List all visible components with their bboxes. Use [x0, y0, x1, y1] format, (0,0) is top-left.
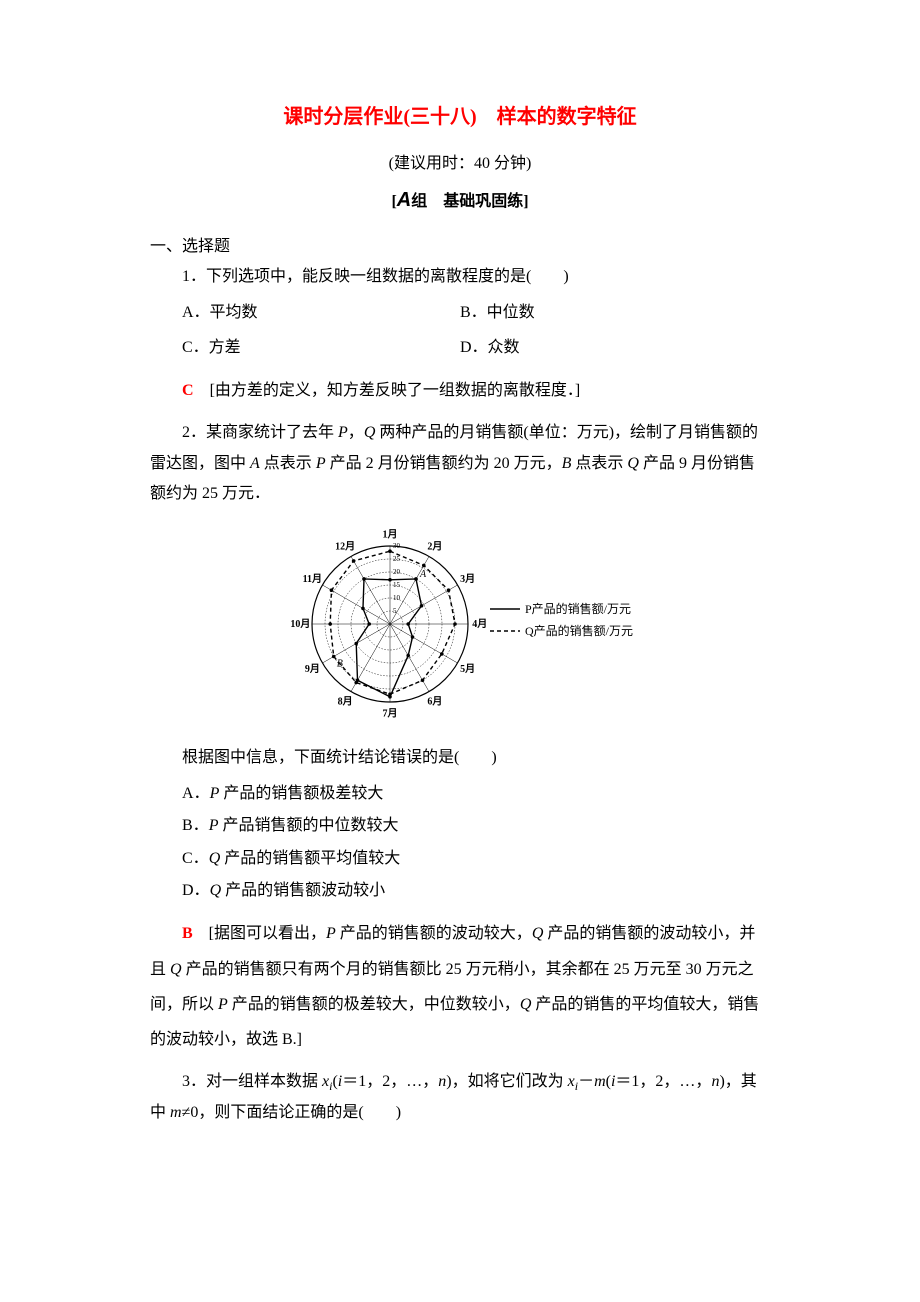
svg-text:2月: 2月: [427, 540, 442, 552]
q2-optD-pre: D．: [182, 882, 210, 899]
q1-answer-letter: C: [182, 382, 194, 399]
radar-svg: 1月 2月 3月 4月 5月 6月 7月 8月 9月 10月 11月 12月 5 10 15 20 25 30 A B…: [280, 524, 640, 724]
q1-answer-body: [由方差的定义，知方差反映了一组数据的离散程度．]: [194, 382, 581, 399]
svg-text:20: 20: [393, 568, 401, 576]
svg-text:1月: 1月: [383, 528, 398, 540]
svg-text:15: 15: [393, 581, 401, 589]
group-letter: A: [397, 189, 411, 211]
q2-P: P: [338, 424, 348, 441]
q2-Q: Q: [364, 424, 376, 441]
svg-text:25: 25: [393, 555, 401, 563]
q3-x2: x: [568, 1073, 575, 1090]
svg-text:7月: 7月: [383, 707, 398, 719]
group-text: 组 基础巩固练: [411, 193, 523, 210]
q2-optC-pre: C．: [182, 850, 209, 867]
q2-a-p1: [据图可以看出，: [193, 925, 326, 942]
q1-opt-b: B．中位数: [460, 298, 770, 328]
q2-t5: 产品 2 月份销售额约为 20 万元，: [326, 455, 562, 472]
bracket-close: ]: [523, 193, 528, 210]
q2-a-P2: P: [218, 996, 228, 1013]
svg-text:5: 5: [393, 607, 397, 615]
q2-optA-pre: A．: [182, 785, 210, 802]
q1-options-row-2: C．方差 D．众数: [150, 333, 770, 363]
svg-text:3月: 3月: [460, 573, 475, 585]
q2-opt-d: D．Q 产品的销售额波动较小: [150, 876, 770, 906]
svg-text:10月: 10月: [290, 618, 310, 630]
q2-t2: ，: [348, 424, 364, 441]
q2-optD-Q: Q: [210, 882, 222, 899]
q2-A: A: [250, 455, 260, 472]
q2-answer: B [据图可以看出，P 产品的销售额的波动较大，Q 产品的销售额的波动较小，并且…: [150, 916, 770, 1057]
q2-optD-body: 产品的销售额波动较小: [221, 882, 385, 899]
group-heading: [A组 基础巩固练]: [150, 187, 770, 212]
q3-text: 3．对一组样本数据 xi(i＝1，2，…，n)，如将它们改为 xi－m(i＝1，…: [150, 1067, 770, 1128]
q2-optB-body: 产品销售额的中位数较大: [218, 817, 398, 834]
legend-q-text: Q产品的销售额/万元: [525, 623, 633, 638]
svg-text:B: B: [337, 658, 343, 669]
svg-text:9月: 9月: [305, 662, 320, 674]
q3-m1: m: [594, 1073, 606, 1090]
q2-a-p5: 产品的销售额的极差较大，中位数较小，: [228, 996, 520, 1013]
q2-t6: 点表示: [571, 455, 627, 472]
page-title: 课时分层作业(三十八) 样本的数字特征: [150, 100, 770, 129]
q2-a-Q2: Q: [170, 961, 182, 978]
q2-B: B: [562, 455, 572, 472]
svg-text:4月: 4月: [472, 618, 487, 630]
q2-optA-P: P: [210, 785, 220, 802]
q3-p7: ＝1，2，…，: [615, 1073, 711, 1090]
svg-text:30: 30: [393, 542, 401, 550]
q3-m2: m: [170, 1104, 182, 1121]
svg-text:12月: 12月: [335, 540, 355, 552]
q2-a-Q3: Q: [520, 996, 532, 1013]
time-note: (建议用时：40 分钟): [150, 149, 770, 173]
q3-p1: 3．对一组样本数据: [182, 1073, 322, 1090]
q2-opt-a: A．P 产品的销售额极差较大: [150, 779, 770, 809]
q1-opt-a: A．平均数: [150, 298, 460, 328]
q2-prompt: 根据图中信息，下面统计结论错误的是( ): [150, 743, 770, 773]
q2-optB-pre: B．: [182, 817, 209, 834]
q2-optC-Q: Q: [209, 850, 221, 867]
q3-p3: ＝1，2，…，: [342, 1073, 438, 1090]
radar-figure: 1月 2月 3月 4月 5月 6月 7月 8月 9月 10月 11月 12月 5 10 15 20 25 30 A B…: [150, 524, 770, 729]
q2-a-Q1: Q: [532, 925, 544, 942]
q2-optC-body: 产品的销售额平均值较大: [220, 850, 400, 867]
q1-opt-c: C．方差: [150, 333, 460, 363]
q2-optB-P: P: [209, 817, 219, 834]
q2-a-P1: P: [326, 925, 336, 942]
section-one-heading: 一、选择题: [150, 232, 770, 256]
q1-opt-d: D．众数: [460, 333, 770, 363]
svg-text:5月: 5月: [460, 662, 475, 674]
q2-a-p2: 产品的销售额的波动较大，: [336, 925, 532, 942]
legend-p-text: P产品的销售额/万元: [525, 601, 631, 616]
svg-text:A: A: [419, 568, 427, 579]
q2-t4: 点表示: [260, 455, 316, 472]
q2-Q2: Q: [627, 455, 639, 472]
q1-options-row-1: A．平均数 B．中位数: [150, 298, 770, 328]
svg-text:8月: 8月: [338, 695, 353, 707]
q2-opt-b: B．P 产品销售额的中位数较大: [150, 811, 770, 841]
svg-text:10: 10: [393, 594, 401, 602]
q3-p4: )，如将它们改为: [446, 1073, 567, 1090]
q1-answer: C [由方差的定义，知方差反映了一组数据的离散程度．]: [150, 373, 770, 408]
q2-opt-c: C．Q 产品的销售额平均值较大: [150, 844, 770, 874]
q2-optA-body: 产品的销售额极差较大: [219, 785, 383, 802]
q1-text: 1．下列选项中，能反映一组数据的离散程度的是( ): [150, 262, 770, 292]
q3-p9: ≠0，则下面结论正确的是( ): [182, 1104, 401, 1121]
q3-p5: －: [578, 1073, 594, 1090]
q2-P2: P: [316, 455, 326, 472]
q2-intro: 2．某商家统计了去年 P，Q 两种产品的月销售额(单位：万元)，绘制了月销售额的…: [150, 418, 770, 509]
svg-text:11月: 11月: [303, 573, 322, 585]
q2-answer-letter: B: [182, 925, 193, 942]
q2-t1: 2．某商家统计了去年: [182, 424, 338, 441]
svg-text:6月: 6月: [427, 695, 442, 707]
